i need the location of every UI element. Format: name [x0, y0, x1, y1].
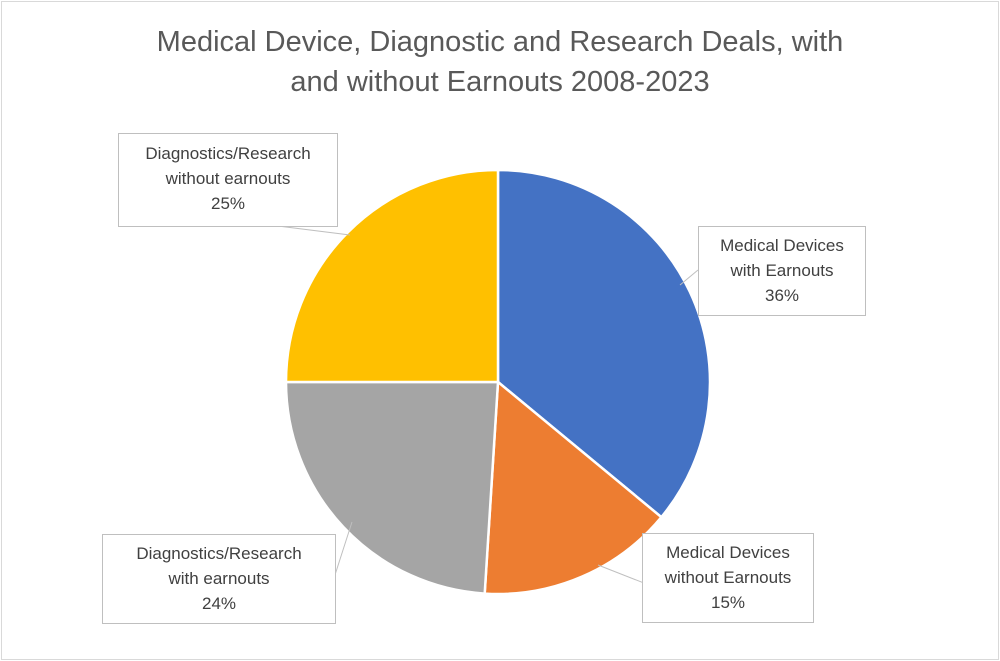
data-label-name-line-2: without earnouts — [165, 169, 291, 188]
data-label-name-line-2: with Earnouts — [730, 261, 834, 280]
chart-title: Medical Device, Diagnostic and Research … — [0, 22, 1000, 102]
data-label-name-line-1: Diagnostics/Research — [136, 544, 302, 563]
data-label-medical-devices-with-earnouts: Medical Devices with Earnouts 36% — [698, 226, 866, 316]
data-label-name-line-2: with earnouts — [168, 569, 270, 588]
data-label-name-line-1: Medical Devices — [720, 236, 844, 255]
data-label-value: 25% — [210, 194, 246, 213]
chart-title-line-1: Medical Device, Diagnostic and Research … — [156, 26, 844, 58]
pie-slice-2 — [284, 380, 500, 595]
data-label-diagnostics-research-with-earnouts: Diagnostics/Research with earnouts 24% — [102, 534, 336, 624]
leader-line-0 — [679, 269, 699, 286]
pie-slice-3 — [284, 168, 500, 384]
data-label-value: 24% — [201, 594, 237, 613]
data-label-medical-devices-without-earnouts: Medical Devices without Earnouts 15% — [642, 533, 814, 623]
pie-slice-1 — [483, 379, 664, 596]
data-label-diagnostics-research-without-earnouts: Diagnostics/Research without earnouts 25… — [118, 133, 338, 227]
data-label-value: 15% — [710, 593, 746, 612]
data-label-name-line-2: without Earnouts — [664, 568, 792, 587]
chart-title-line-2: and without Earnouts 2008-2023 — [290, 66, 710, 98]
pie-slice-0 — [496, 168, 712, 519]
data-label-value: 36% — [764, 286, 800, 305]
data-label-name-line-1: Medical Devices — [666, 543, 790, 562]
data-label-name-line-1: Diagnostics/Research — [145, 144, 311, 163]
leader-line-2 — [333, 521, 353, 579]
